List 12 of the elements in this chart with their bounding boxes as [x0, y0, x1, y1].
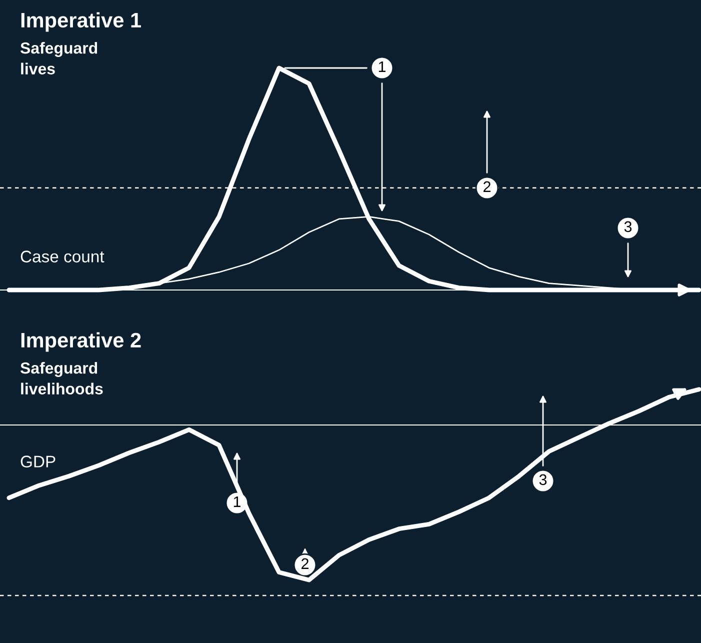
chart-subtitle: Safeguard livelihoods: [20, 362, 103, 394]
annotation: 3: [624, 221, 632, 232]
chart-title: Imperative 2: [21, 332, 141, 352]
annotation: 2: [484, 181, 490, 192]
chart-title: Imperative 1: [21, 12, 142, 32]
y-axis-title: Case count: [20, 250, 104, 262]
annotation: 1: [234, 496, 241, 507]
annotation: 3: [539, 474, 547, 486]
annotation: 2: [302, 558, 308, 569]
annotation: 1: [378, 61, 386, 72]
chart-subtitle: Safeguard lives: [20, 42, 98, 74]
y-axis-title: GDP: [20, 456, 56, 468]
